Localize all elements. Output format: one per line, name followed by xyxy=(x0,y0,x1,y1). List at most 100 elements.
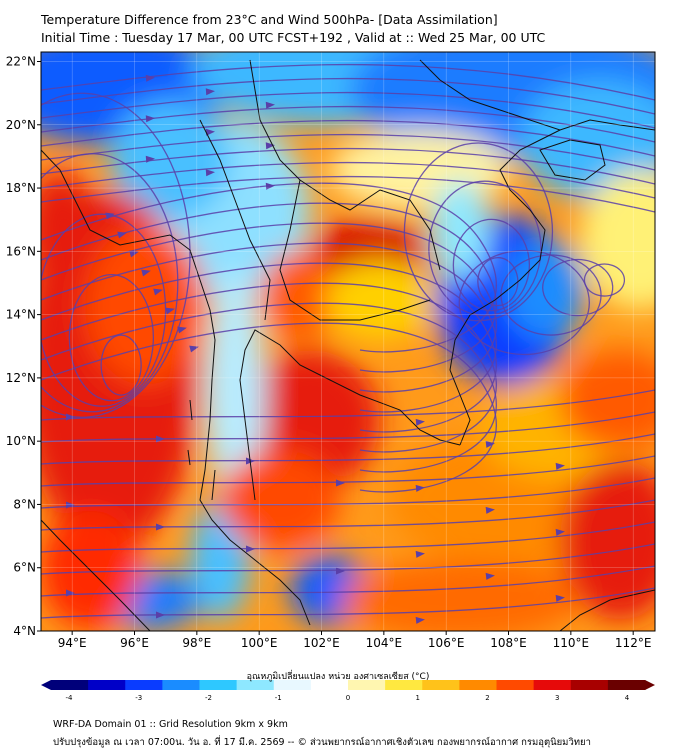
lon-tick-label: 108°E xyxy=(490,636,527,650)
streamline xyxy=(41,133,655,171)
colorbar-segment xyxy=(459,680,497,690)
colorbar-tick-label: 4 xyxy=(625,694,630,700)
streamline xyxy=(41,242,497,413)
streamline xyxy=(500,254,602,336)
wind-arrow xyxy=(153,288,163,296)
latitude-axis: 22°N 20°N 18°N 16°N 14°N 12°N 10°N 8°N 6°N 4°N xyxy=(6,54,41,638)
wind-arrow xyxy=(205,88,215,96)
streamline xyxy=(41,119,655,157)
colorbar-segment xyxy=(607,680,646,690)
colorbar-tick-label: -2 xyxy=(205,694,212,700)
wind-arrow xyxy=(141,269,151,277)
lon-tick-label: 100°E xyxy=(241,636,278,650)
wind-arrow xyxy=(555,462,565,470)
streamline xyxy=(41,161,655,199)
credit-line: ปรับปรุงข้อมูล ณ เวลา 07:00น. วัน อ. ที่… xyxy=(53,737,591,748)
colorbar-min-arrow xyxy=(41,680,51,690)
lat-tick-label: 20°N xyxy=(6,118,36,132)
island-andaman xyxy=(187,399,216,501)
wind-arrow xyxy=(555,528,565,536)
colorbar-tick-label: 0 xyxy=(346,694,350,700)
lat-tick-label: 6°N xyxy=(13,561,36,575)
streamline xyxy=(452,218,530,312)
wind-arrow xyxy=(145,155,155,163)
wind-arrow xyxy=(336,479,345,487)
wind-arrow xyxy=(66,413,75,421)
wind-arrow xyxy=(205,128,215,136)
wind-arrow xyxy=(205,169,215,177)
wind-arrow xyxy=(415,484,425,492)
colorbar-segment xyxy=(310,680,349,690)
wind-arrow xyxy=(117,231,127,239)
wind-arrows xyxy=(66,74,565,624)
wind-arrow xyxy=(336,567,345,575)
wind-arrow xyxy=(265,182,275,190)
longitude-axis: 94°E 96°E 98°E 100°E 102°E 104°E 106°E 108°E 110… xyxy=(58,631,651,650)
colorbar-segment xyxy=(385,680,423,690)
island-hainan xyxy=(539,139,606,181)
streamline xyxy=(41,222,497,393)
lat-tick-label: 22°N xyxy=(6,54,36,68)
wind-arrow xyxy=(177,326,187,334)
streamline xyxy=(41,302,497,473)
streamline xyxy=(41,91,655,129)
lat-tick-label: 10°N xyxy=(6,434,36,448)
streamline xyxy=(41,587,655,619)
streamline xyxy=(41,521,655,553)
streamline xyxy=(41,262,497,433)
wind-streamlines xyxy=(41,63,655,619)
colorbar-title: อุณหภูมิเปลี่ยนแปลง หน่วย องศาเซลเซียส (… xyxy=(246,672,430,682)
wind-arrow xyxy=(145,74,155,82)
wind-arrow xyxy=(156,523,165,531)
streamline xyxy=(458,249,590,356)
wind-arrow xyxy=(156,435,165,443)
streamline xyxy=(41,63,655,101)
lon-tick-label: 110°E xyxy=(553,636,590,650)
colorbar-segment xyxy=(88,680,126,690)
streamline xyxy=(41,105,655,143)
colorbar-segment xyxy=(51,680,89,690)
colorbar-tick-label: 2 xyxy=(485,694,489,700)
island-sumatra xyxy=(41,519,151,631)
map-title: Temperature Difference from 23°C and Win… xyxy=(41,12,498,27)
colorbar-segment xyxy=(162,680,200,690)
streamline xyxy=(41,411,655,443)
streamline xyxy=(41,477,655,509)
colorbar-segment xyxy=(125,680,163,690)
colorbar-max-arrow xyxy=(645,680,655,690)
streamline xyxy=(41,77,655,115)
lat-tick-label: 8°N xyxy=(13,497,36,511)
lat-tick-label: 18°N xyxy=(6,181,36,195)
wind-arrow xyxy=(246,545,255,553)
streamline xyxy=(403,142,554,322)
streamline xyxy=(41,389,655,421)
wind-arrow xyxy=(165,307,175,315)
wind-arrow xyxy=(415,418,425,426)
model-info: WRF-DA Domain 01 :: Grid Resolution 9km … xyxy=(53,719,288,730)
colorbar-tick-label: -4 xyxy=(66,694,74,700)
coastline-north xyxy=(419,59,561,131)
lat-tick-label: 4°N xyxy=(13,624,36,638)
coastline-mainland-west xyxy=(41,149,311,626)
wind-arrow xyxy=(156,611,165,619)
border-c xyxy=(199,119,271,321)
colorbar-tick-label: -3 xyxy=(135,694,142,700)
map-subtitle: Initial Time : Tuesday 17 Mar, 00 UTC FC… xyxy=(41,30,546,45)
colorbar-tick-label: 1 xyxy=(416,694,420,700)
colorbar-segment xyxy=(570,680,609,690)
coastline-gulf xyxy=(239,329,461,501)
colorbar: -4 -3 -2 -1 0 1 2 3 4 xyxy=(41,680,655,700)
streamline xyxy=(41,175,655,213)
wind-arrow xyxy=(485,506,495,514)
lon-tick-label: 104°E xyxy=(366,636,403,650)
lon-tick-label: 98°E xyxy=(182,636,211,650)
colorbar-segment xyxy=(533,680,572,690)
streamline xyxy=(428,180,542,317)
streamline xyxy=(41,433,655,465)
wind-arrow xyxy=(66,501,75,509)
colorbar-tick-label: -1 xyxy=(275,694,282,700)
streamline xyxy=(41,213,167,407)
streamline xyxy=(41,153,179,413)
streamline xyxy=(41,282,497,453)
colorbar-segment xyxy=(348,680,386,690)
